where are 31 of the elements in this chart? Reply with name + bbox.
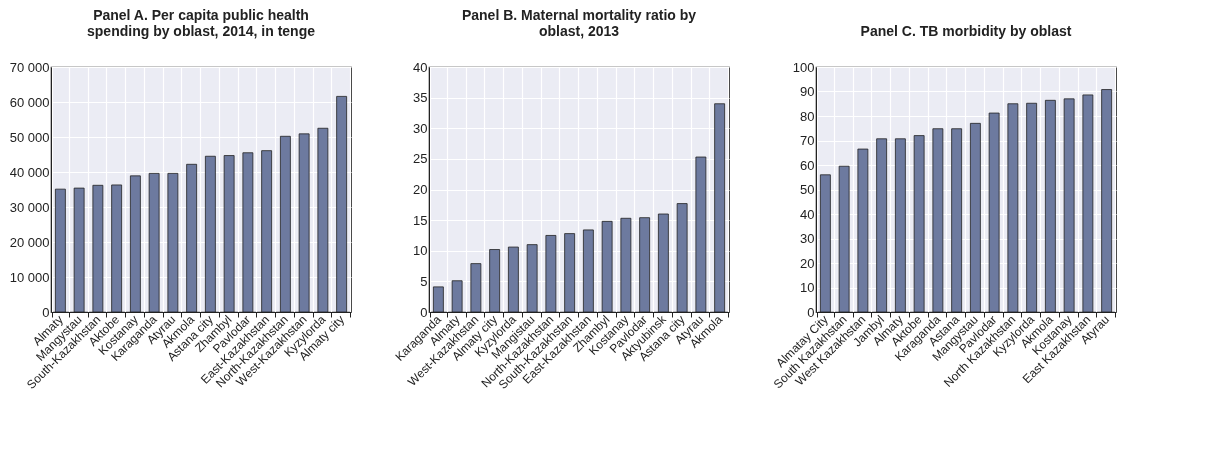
y-tick-label: 40 000 — [9, 164, 50, 180]
y-tick-label: 90 — [800, 84, 815, 99]
y-tick-label: 5 — [420, 273, 428, 289]
y-tick-label: 30 — [413, 120, 428, 136]
y-tick-label: 0 — [42, 304, 50, 320]
y-tick-label: 0 — [420, 304, 428, 320]
y-tick-label: 100 — [792, 59, 815, 75]
y-tick-label: 50 — [800, 182, 815, 197]
y-tick-label: 40 — [413, 59, 428, 75]
chart-title: Panel C. TB morbidity by oblast — [860, 23, 1072, 39]
y-tick-label: 20 000 — [9, 234, 50, 250]
y-tick-label: 35 — [413, 90, 428, 106]
y-tick-label: 40 — [800, 206, 815, 222]
y-tick-label: 10 — [413, 243, 428, 259]
y-tick-label: 60 — [800, 157, 815, 173]
y-tick-label: 70 — [800, 133, 815, 148]
y-tick-label: 70 000 — [9, 59, 50, 75]
y-tick-label: 30 — [800, 231, 815, 246]
y-tick-label: 10 000 — [9, 269, 50, 285]
y-tick-label: 80 — [800, 108, 815, 124]
y-tick-label: 15 — [413, 212, 428, 228]
y-tick-label: 10 — [800, 280, 815, 295]
y-tick-label: 20 — [413, 182, 428, 197]
chart-title: Panel A. Per capita public health spending by oblast, 2014, in tenge — [87, 7, 316, 39]
chart-title: Panel B. Maternal mortality ratio by oblast, 2013 — [461, 7, 697, 39]
y-tick-label: 25 — [413, 151, 428, 167]
y-tick-label: 0 — [807, 304, 815, 320]
y-tick-label: 30 000 — [9, 199, 50, 215]
y-tick-label: 20 — [800, 255, 815, 271]
y-tick-label: 60 000 — [9, 94, 50, 110]
y-tick-label: 50 000 — [9, 129, 50, 145]
